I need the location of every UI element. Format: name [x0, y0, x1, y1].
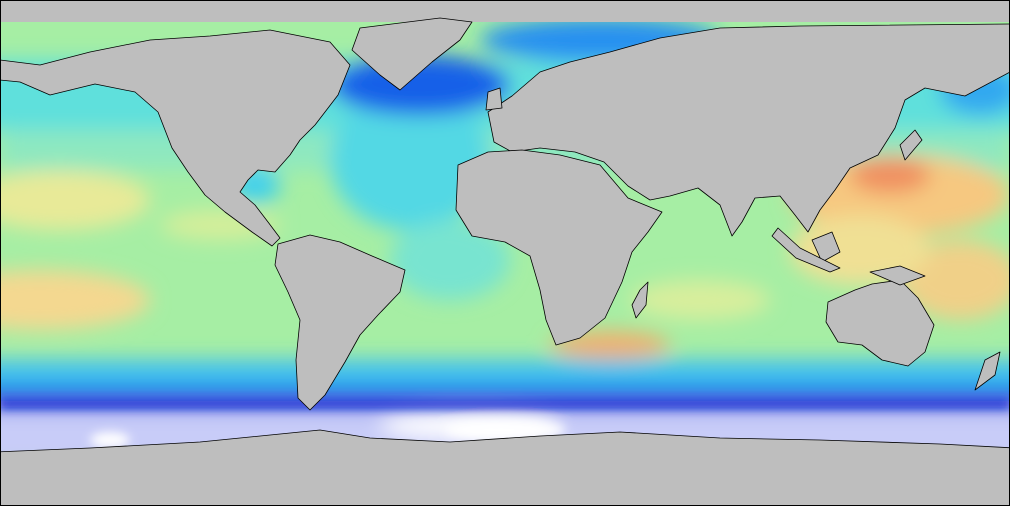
antarctica: [1, 429, 1009, 505]
south-america: [274, 234, 406, 411]
eurasia: [487, 23, 1009, 237]
sumatra-java: [771, 227, 841, 273]
australia: [825, 279, 935, 367]
new-guinea: [869, 265, 926, 286]
japan: [899, 129, 923, 161]
ocean-details: [1, 400, 1009, 448]
british-isles: [485, 87, 503, 111]
land: [1, 17, 1009, 505]
madagascar: [631, 281, 649, 319]
greenland: [351, 17, 473, 91]
new-zealand: [974, 351, 1001, 391]
africa: [455, 149, 663, 346]
arctic: [1, 1, 1009, 22]
borneo: [811, 231, 841, 263]
north-america: [1, 29, 351, 247]
